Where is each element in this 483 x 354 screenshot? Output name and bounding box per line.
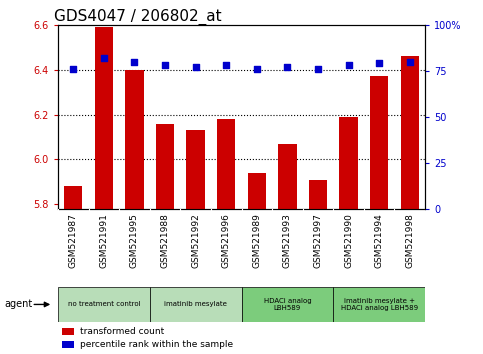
Bar: [95, 27, 113, 209]
Bar: [62, 341, 74, 348]
Text: GSM521987: GSM521987: [69, 213, 78, 268]
Bar: [156, 124, 174, 209]
Text: imatinib mesylate: imatinib mesylate: [164, 302, 227, 307]
Bar: [400, 56, 419, 209]
Point: [100, 55, 108, 61]
Text: GSM521994: GSM521994: [375, 213, 384, 268]
Point: [192, 64, 199, 70]
Bar: [186, 130, 205, 209]
Bar: [370, 76, 388, 209]
Bar: [340, 117, 358, 209]
Text: imatinib mesylate +
HDACi analog LBH589: imatinib mesylate + HDACi analog LBH589: [341, 298, 418, 311]
Bar: [309, 180, 327, 209]
Point: [253, 66, 261, 72]
Bar: [58, 287, 150, 322]
Text: GSM521989: GSM521989: [252, 213, 261, 268]
Text: GSM521988: GSM521988: [160, 213, 170, 268]
Point: [222, 62, 230, 68]
Point: [314, 66, 322, 72]
Text: GSM521991: GSM521991: [99, 213, 108, 268]
Bar: [217, 119, 235, 209]
Text: HDACi analog
LBH589: HDACi analog LBH589: [264, 298, 311, 311]
Text: GSM521992: GSM521992: [191, 213, 200, 268]
Point: [70, 66, 77, 72]
Point: [345, 62, 353, 68]
Text: GDS4047 / 206802_at: GDS4047 / 206802_at: [54, 8, 222, 25]
Point: [161, 62, 169, 68]
Point: [130, 59, 138, 64]
Text: GSM521995: GSM521995: [130, 213, 139, 268]
Text: GSM521993: GSM521993: [283, 213, 292, 268]
Bar: [125, 70, 143, 209]
Bar: [150, 287, 242, 322]
Point: [284, 64, 291, 70]
Bar: [248, 173, 266, 209]
Text: GSM521998: GSM521998: [405, 213, 414, 268]
Text: transformed count: transformed count: [80, 327, 164, 336]
Bar: [242, 287, 333, 322]
Text: percentile rank within the sample: percentile rank within the sample: [80, 340, 233, 349]
Point: [375, 61, 383, 66]
Bar: [333, 287, 425, 322]
Bar: [278, 144, 297, 209]
Text: GSM521996: GSM521996: [222, 213, 231, 268]
Bar: [62, 328, 74, 335]
Bar: [64, 187, 83, 209]
Point: [406, 59, 413, 64]
Text: no treatment control: no treatment control: [68, 302, 140, 307]
Text: GSM521997: GSM521997: [313, 213, 323, 268]
Text: GSM521990: GSM521990: [344, 213, 353, 268]
Text: agent: agent: [5, 299, 33, 309]
